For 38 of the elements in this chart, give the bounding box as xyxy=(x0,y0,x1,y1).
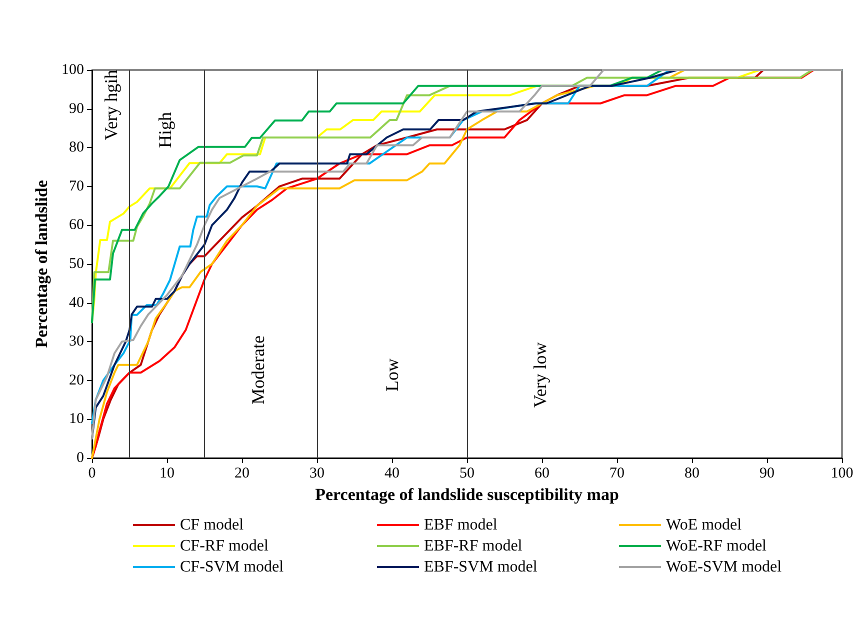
legend-label: CF model xyxy=(180,516,244,534)
x-tick-label: 90 xyxy=(760,466,774,482)
x-tick-label: 50 xyxy=(460,466,474,482)
legend-label: WoE model xyxy=(666,516,742,534)
annotation: Moderate xyxy=(248,336,268,404)
x-tick-label: 100 xyxy=(830,466,854,482)
legend-label: WoE-SVM model xyxy=(666,558,782,576)
x-tick-label: 30 xyxy=(310,466,324,482)
x-tick-label: 0 xyxy=(88,466,96,482)
annotation: Very hgih xyxy=(101,70,121,140)
y-tick-label: 80 xyxy=(69,140,84,156)
x-tick-label: 40 xyxy=(384,466,400,482)
x-axis-title: Percentage of landslide susceptibility map xyxy=(315,484,619,504)
legend-label: EBF-RF model xyxy=(424,538,523,554)
x-tick-label: 60 xyxy=(534,466,550,482)
y-tick-label: 10 xyxy=(69,411,84,428)
annotation: Very low xyxy=(530,342,550,408)
legend-label: CF-SVM model xyxy=(180,558,284,576)
y-tick-label: 30 xyxy=(69,334,84,350)
x-tick-label: 70 xyxy=(610,466,624,482)
annotation: High xyxy=(155,112,175,148)
y-tick-label: 0 xyxy=(76,450,84,466)
y-axis-title: Percentage of landslide xyxy=(32,180,51,348)
annotation: Low xyxy=(382,358,402,392)
y-tick-label: 40 xyxy=(69,294,84,311)
y-tick-label: 60 xyxy=(69,217,84,234)
y-tick-label: 90 xyxy=(69,100,84,117)
legend-label: WoE-RF model xyxy=(666,538,768,554)
y-tick-label: 70 xyxy=(69,178,84,194)
legend-label: EBF model xyxy=(424,516,498,534)
x-tick-label: 80 xyxy=(684,466,700,482)
x-tick-label: 20 xyxy=(234,466,250,482)
y-tick-label: 20 xyxy=(69,372,84,388)
legend-label: EBF-SVM model xyxy=(424,558,538,576)
y-tick-label: 100 xyxy=(62,62,84,78)
x-tick-label: 10 xyxy=(160,466,174,482)
y-tick-label: 50 xyxy=(69,256,84,272)
legend-label: CF-RF model xyxy=(180,538,270,554)
